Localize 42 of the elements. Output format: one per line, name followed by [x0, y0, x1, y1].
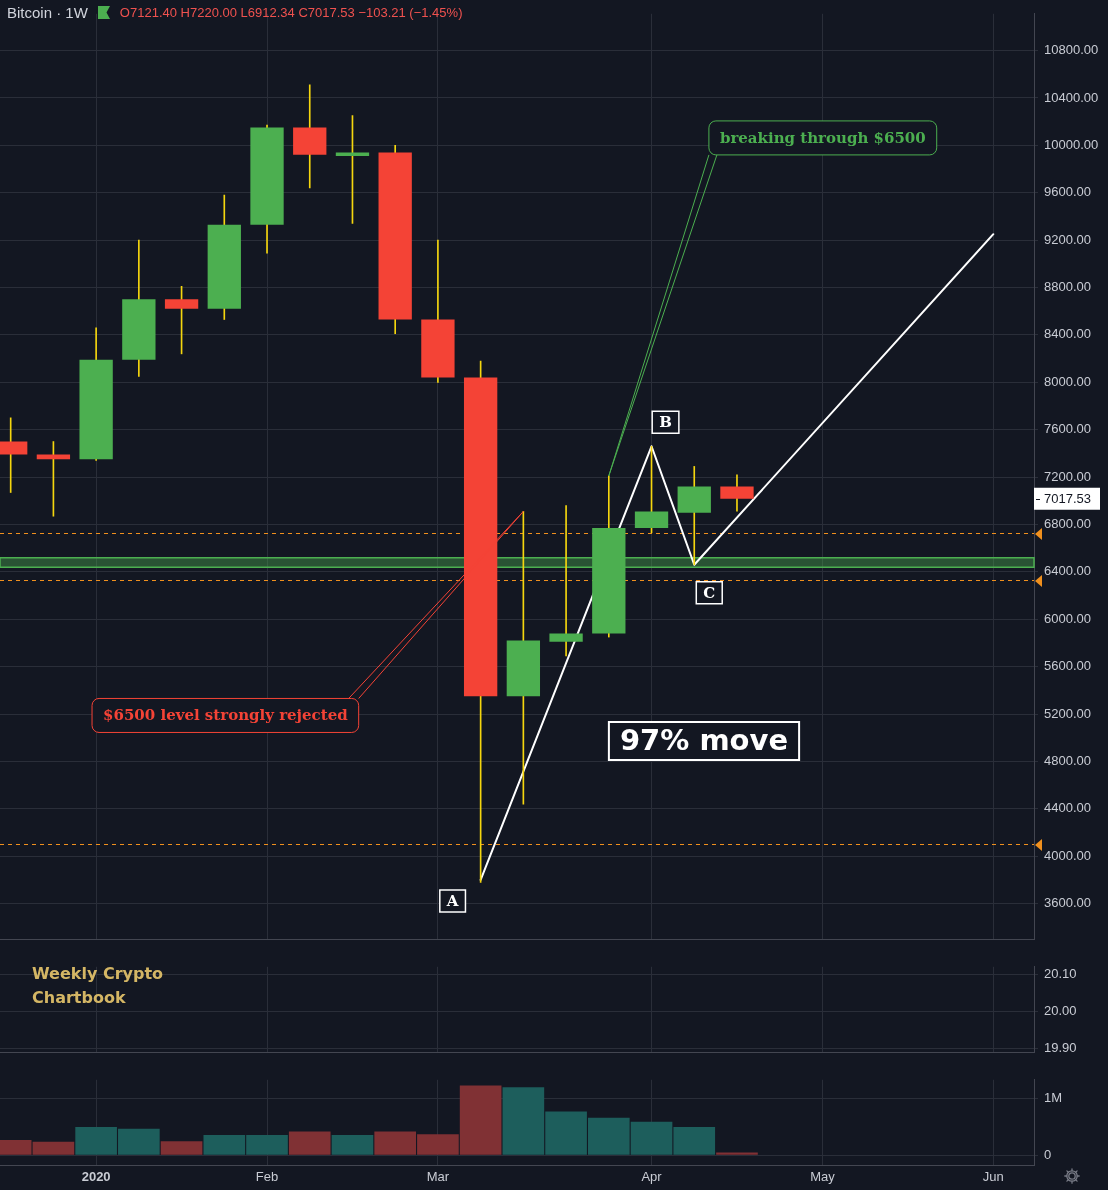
y-tick-label: 4800.00: [1044, 753, 1091, 769]
x-tick-label: Apr: [641, 1169, 663, 1185]
annotation: A: [445, 891, 459, 910]
y-tick-label: 6800.00: [1044, 516, 1091, 532]
x-tick-label: 2020: [81, 1169, 111, 1185]
y-tick-label: 4400.00: [1044, 800, 1091, 816]
y-tick-label: 7600.00: [1044, 421, 1091, 437]
annotation: breaking through $6500: [719, 128, 926, 147]
y-tick-label: 5200.00: [1044, 705, 1091, 721]
annotation: Weekly Crypto Chartbook: [32, 964, 164, 1008]
y-tick-label: 1M: [1044, 1090, 1063, 1106]
x-tick-label: May: [810, 1169, 836, 1185]
y-tick-label: 10800.00: [1044, 42, 1099, 58]
chart-title: Bitcoin · 1W: [7, 4, 88, 21]
y-tick-label: 20.00: [1044, 1002, 1077, 1018]
x-tick-label: Feb: [255, 1169, 279, 1185]
y-tick-label: 8800.00: [1044, 279, 1091, 295]
text: 7017.53: [1044, 491, 1091, 507]
y-tick-label: 19.90: [1044, 1040, 1077, 1056]
y-tick-label: 10400.00: [1044, 89, 1099, 105]
annotation: 97% move: [619, 722, 789, 757]
y-tick-label: 0: [1044, 1146, 1052, 1162]
y-tick-label: 6400.00: [1044, 563, 1091, 579]
bar: [160, 1141, 203, 1155]
y-tick-label: 9600.00: [1044, 184, 1091, 200]
bar: [288, 1131, 331, 1155]
y-tick-label: 9200.00: [1044, 231, 1091, 247]
y-tick-label: 8000.00: [1044, 373, 1091, 389]
y-tick-label: 20.10: [1044, 965, 1077, 981]
y-tick-label: 5600.00: [1044, 658, 1091, 674]
y-tick-label: 4000.00: [1044, 847, 1091, 863]
y-tick-label: 10000.00: [1044, 136, 1099, 152]
y-tick-label: 8400.00: [1044, 326, 1091, 342]
x-tick-label: Mar: [426, 1169, 450, 1185]
y-tick-label: 3600.00: [1044, 895, 1091, 911]
annotation: $6500 level strongly rejected: [103, 706, 349, 725]
chart-subtitle: O7121.40 H7220.00 L6912.34 C7017.53 −103.21 (−1.45%): [119, 5, 463, 20]
bar: [331, 1134, 374, 1155]
x-tick-label: Jun: [982, 1169, 1004, 1185]
y-tick-label: 7200.00: [1044, 468, 1091, 484]
y-tick-label: 6000.00: [1044, 610, 1091, 626]
annotation: C: [703, 583, 716, 602]
